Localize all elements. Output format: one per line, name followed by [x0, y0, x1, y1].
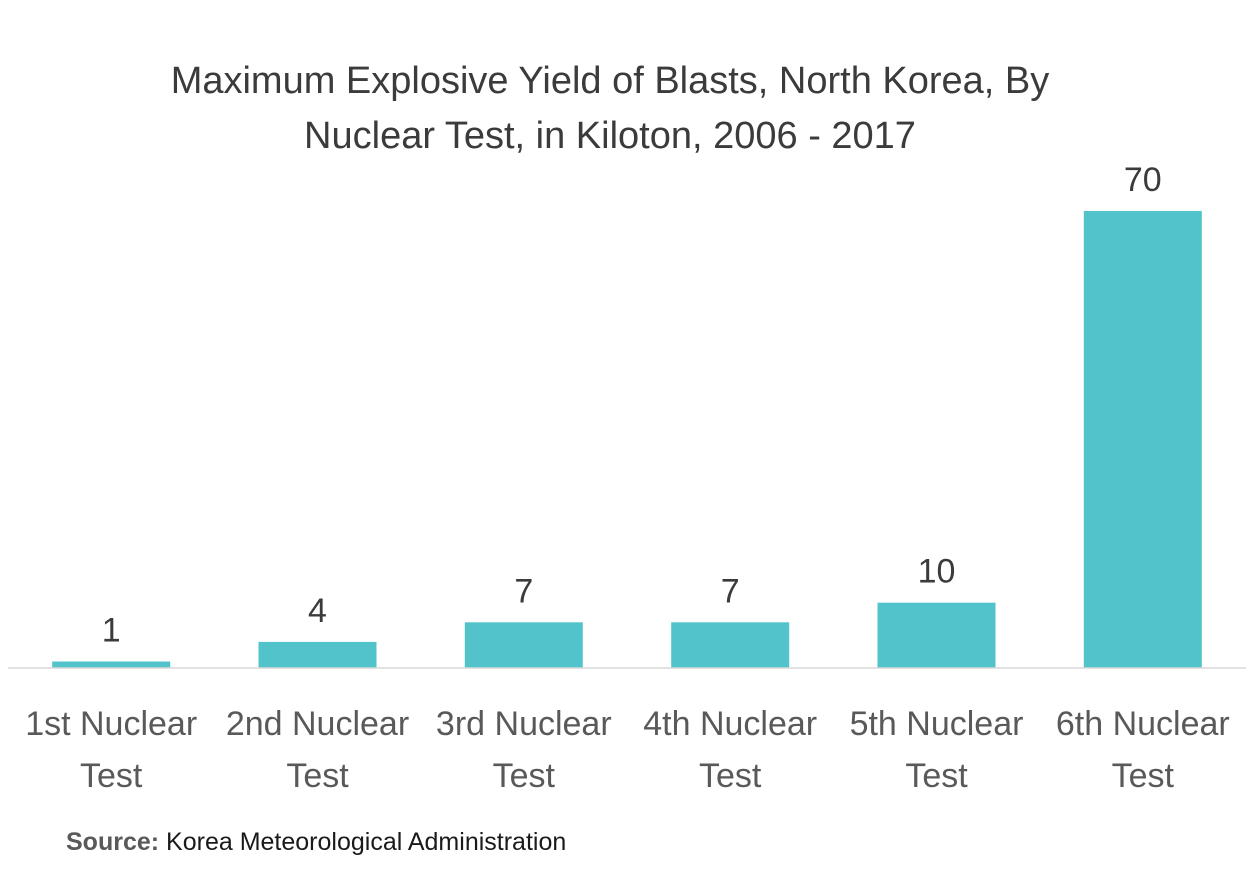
category-label-3-line-2: Test: [493, 757, 556, 795]
category-label-4-line-2: Test: [699, 757, 762, 795]
category-label-4-line-1: 4th Nuclear: [643, 705, 817, 743]
category-label-2-line-1: 2nd Nuclear: [226, 705, 409, 743]
bar-3: [464, 622, 583, 668]
chart-title-line-2: Nuclear Test, in Kiloton, 2006 - 2017: [304, 115, 916, 157]
source-note: Source: Korea Meteorological Administrat…: [66, 828, 566, 857]
data-label-2: 4: [308, 592, 327, 630]
chart-title: Maximum Explosive Yield of Blasts, North…: [171, 60, 1050, 157]
category-label-1-line-1: 1st Nuclear: [25, 705, 197, 743]
source-key: Source:: [66, 828, 160, 856]
bar-4: [671, 622, 790, 668]
data-label-4: 7: [721, 572, 740, 610]
source-text: Korea Meteorological Administration: [166, 828, 567, 856]
category-label-2-line-2: Test: [286, 757, 349, 795]
data-label-5: 10: [918, 553, 956, 591]
bar-6: [1083, 211, 1202, 668]
category-labels: 1st Nuclear Test 2nd Nuclear Test 3rd Nuclea…: [25, 705, 1230, 795]
chart-title-line-1: Maximum Explosive Yield of Blasts, North…: [171, 60, 1050, 102]
category-label-3-line-1: 3rd Nuclear: [436, 705, 612, 743]
data-label-3: 7: [514, 572, 533, 610]
bar-2: [258, 641, 377, 668]
category-label-5-line-2: Test: [905, 757, 968, 795]
bar-series: [52, 211, 1202, 668]
category-label-6-line-1: 6th Nuclear: [1056, 705, 1230, 743]
data-labels: 1 4 7 7 10 70: [102, 161, 1162, 650]
category-label-1-line-2: Test: [80, 757, 143, 795]
data-label-1: 1: [102, 612, 121, 650]
bar-5: [877, 602, 996, 668]
category-label-6-line-2: Test: [1112, 757, 1175, 795]
bar-1: [52, 661, 171, 668]
data-label-6: 70: [1124, 161, 1162, 199]
category-label-5-line-1: 5th Nuclear: [850, 705, 1024, 743]
